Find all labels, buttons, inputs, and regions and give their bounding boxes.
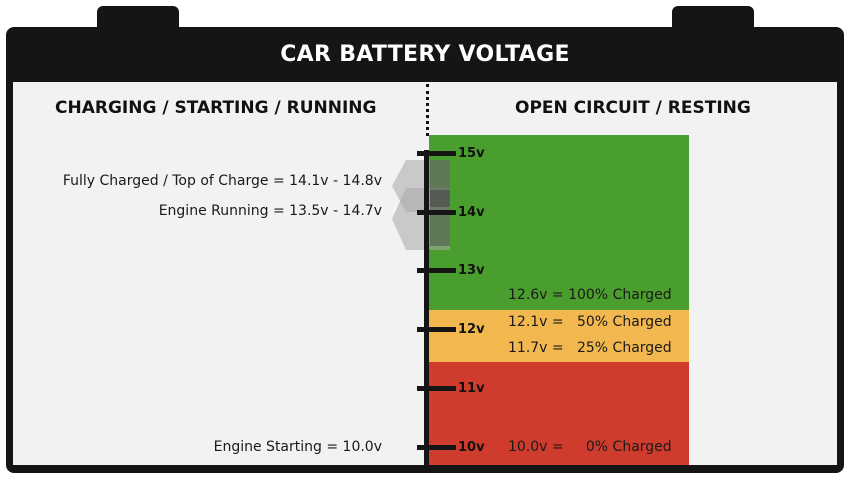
top-of-charge-band [430,160,450,207]
tick-15v [417,151,456,156]
tick-label-11v: 11v [458,381,485,396]
dotted-divider [426,84,429,136]
tick-11v [417,386,456,391]
tick-label-13v: 13v [458,263,485,278]
tick-10v [417,445,456,450]
charging-label-engine-starting: Engine Starting = 10.0v [213,439,382,455]
tick-label-15v: 15v [458,146,485,161]
resting-label-0: 10.0v = 0% Charged [508,439,672,455]
charging-label-engine-running: Engine Running = 13.5v - 14.7v [158,203,382,219]
tick-12v [417,327,456,332]
resting-label-100: 12.6v = 100% Charged [508,287,672,303]
diagram-title: CAR BATTERY VOLTAGE [280,42,570,67]
engine-running-band [430,190,450,246]
green-zone [429,135,689,310]
tick-label-14v: 14v [458,205,485,220]
voltage-axis [424,150,429,465]
tick-label-12v: 12v [458,322,485,337]
red-zone [429,362,689,465]
yellow-zone [429,310,689,362]
tick-label-10v: 10v [458,440,485,455]
tick-13v [417,268,456,273]
resting-label-25: 11.7v = 25% Charged [508,340,672,356]
negative-terminal [97,6,179,30]
engine-running-marker-icon [392,188,450,250]
positive-terminal [672,6,754,30]
charging-label-top-of-charge: Fully Charged / Top of Charge = 14.1v - … [62,173,382,189]
resting-label-50: 12.1v = 50% Charged [508,314,672,330]
right-heading: OPEN CIRCUIT / RESTING [515,98,751,118]
left-heading: CHARGING / STARTING / RUNNING [55,98,377,118]
tick-14v [417,210,456,215]
